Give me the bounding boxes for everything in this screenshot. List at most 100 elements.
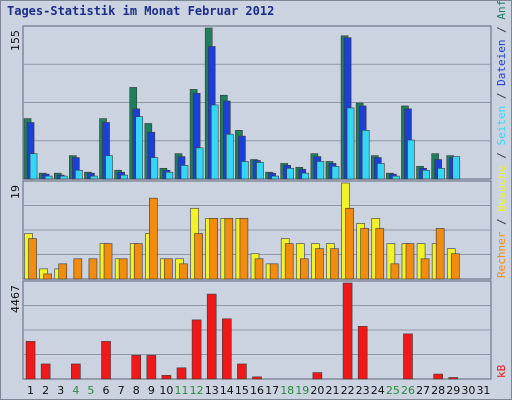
bar-rechner-day-7 (118, 258, 128, 280)
x-tick-label: 19 (295, 384, 309, 397)
bar-seiten-day-19 (301, 172, 310, 180)
x-tick-label: 6 (103, 384, 110, 397)
bar-rechner-day-24 (375, 228, 385, 280)
bar-rechner-day-4 (73, 258, 83, 280)
bar-kb-day-26 (403, 333, 413, 380)
x-tick-label: 22 (341, 384, 355, 397)
bar-seiten-day-20 (316, 161, 325, 180)
bar-rechner-day-17 (269, 263, 279, 280)
chart-title: Tages-Statistik im Monat Februar 2012 (7, 4, 275, 18)
x-tick-label: 4 (72, 384, 79, 397)
x-tick-label: 20 (310, 384, 324, 397)
bar-seiten-day-23 (361, 129, 370, 180)
bar-rechner-day-27 (420, 258, 430, 280)
bar-kb-day-29 (448, 377, 459, 380)
bar-seiten-day-12 (195, 147, 204, 180)
bar-kb-day-28 (433, 373, 443, 380)
bar-rechner-day-29 (450, 253, 460, 280)
bar-kb-day-8 (131, 355, 142, 380)
bar-rechner-day-23 (360, 228, 369, 280)
bar-seiten-day-4 (75, 169, 83, 180)
bar-rechner-day-8 (133, 243, 143, 280)
legend-entry: Besuche (495, 165, 508, 211)
x-tick-label: 5 (87, 384, 94, 397)
x-tick-label: 29 (446, 384, 460, 397)
x-tick-label: 10 (159, 384, 173, 397)
bar-kb-day-9 (146, 355, 157, 380)
bar-rechner-day-1 (28, 238, 37, 280)
bar-seiten-day-26 (407, 139, 415, 180)
bar-rechner-day-21 (330, 248, 339, 280)
x-tick-label: 30 (461, 384, 475, 397)
bar-kb-day-6 (101, 341, 111, 380)
x-tick-label: 21 (325, 384, 339, 397)
bar-rechner-day-15 (239, 218, 249, 280)
bar-seiten-day-21 (331, 166, 340, 180)
bar-seiten-day-9 (150, 157, 159, 180)
bar-seiten-day-14 (226, 133, 234, 180)
x-tick-label: 18 (280, 384, 294, 397)
bar-seiten-day-25 (392, 175, 400, 180)
bar-kb-day-4 (71, 363, 81, 380)
bar-kb-day-2 (40, 363, 51, 380)
legend-entry: / (495, 146, 508, 166)
bar-seiten-day-28 (437, 167, 445, 180)
bar-seiten-day-6 (105, 155, 113, 180)
bar-kb-day-1 (25, 341, 36, 380)
bar-kb-day-15 (237, 363, 247, 380)
x-tick-label: 28 (431, 384, 445, 397)
bar-rechner-day-3 (58, 263, 68, 280)
bar-kb-day-13 (206, 293, 217, 380)
x-tick-label: 8 (133, 384, 140, 397)
bar-kb-day-11 (176, 367, 187, 380)
bar-kb-day-16 (252, 376, 262, 380)
bar-rechner-day-28 (435, 228, 445, 280)
bar-rechner-day-19 (299, 258, 309, 280)
x-tick-label: 14 (220, 384, 234, 397)
bar-rechner-day-2 (43, 273, 52, 280)
traffic-panel-ymax-label: 4467 (9, 285, 22, 313)
bar-rechner-day-18 (284, 243, 294, 280)
bar-rechner-day-22 (345, 207, 354, 280)
x-tick-label: 9 (148, 384, 155, 397)
bar-rechner-day-25 (390, 263, 400, 280)
bar-rechner-day-14 (224, 218, 234, 280)
bar-rechner-day-11 (179, 263, 188, 280)
bar-seiten-day-29 (452, 156, 461, 180)
bar-kb-day-23 (357, 326, 368, 380)
x-tick-label: 26 (401, 384, 415, 397)
bar-kb-day-12 (191, 319, 202, 380)
x-tick-label: 17 (265, 384, 279, 397)
bar-rechner-day-12 (194, 233, 203, 280)
x-tick-label: 27 (416, 384, 430, 397)
bar-seiten-day-10 (165, 171, 174, 180)
x-tick-label: 11 (175, 384, 189, 397)
traffic-unit-label: kB (495, 364, 508, 378)
bar-seiten-day-3 (59, 175, 68, 180)
bar-rechner-day-5 (88, 258, 98, 280)
x-tick-label: 23 (356, 384, 370, 397)
legend-entry: Anfragen (495, 1, 508, 20)
x-tick-label: 3 (57, 384, 64, 397)
bar-rechner-day-6 (103, 243, 113, 280)
bar-seiten-day-22 (346, 107, 355, 180)
bar-seiten-day-11 (180, 165, 189, 180)
x-tick-label: 16 (250, 384, 264, 397)
legend-entry: Seiten (495, 106, 508, 146)
bar-seiten-day-13 (210, 104, 219, 180)
bar-kb-day-22 (342, 282, 353, 380)
x-tick-label: 31 (476, 384, 490, 397)
bar-seiten-day-17 (271, 175, 279, 180)
x-tick-label: 1 (27, 384, 34, 397)
requests-panel-ymax-label: 155 (9, 30, 22, 51)
x-tick-label: 24 (371, 384, 385, 397)
visits-panel-ymax-label: 19 (9, 185, 22, 199)
x-tick-label: 25 (386, 384, 400, 397)
bar-seiten-day-18 (286, 167, 294, 180)
bar-rechner-day-9 (149, 197, 158, 280)
bar-seiten-day-8 (135, 116, 144, 180)
bar-seiten-day-5 (90, 175, 98, 180)
bar-rechner-day-10 (164, 258, 173, 280)
